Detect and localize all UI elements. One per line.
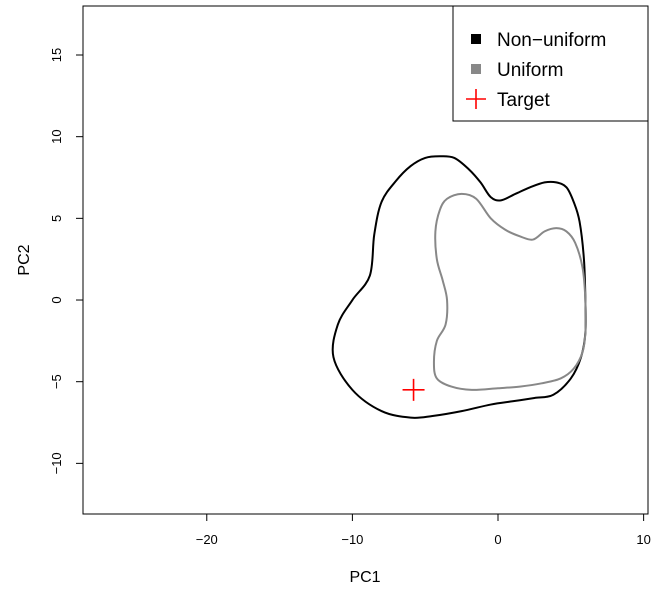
contour-non-uniform [331, 155, 587, 419]
x-tick-label: 0 [494, 532, 501, 547]
legend-label-non-uniform: Non−uniform [497, 30, 606, 51]
y-tick-label: 15 [49, 48, 64, 62]
plot-area-frame [82, 5, 649, 515]
y-tick-label: −5 [49, 374, 64, 389]
contour-uniform [432, 192, 587, 391]
legend-swatch-uniform [471, 64, 481, 74]
legend-box [452, 5, 649, 122]
series-layer [331, 155, 587, 419]
legend-swatch-target [466, 89, 486, 109]
y-tick-label: 10 [49, 129, 64, 143]
y-tick-label: −10 [49, 452, 64, 474]
x-axis-title: PC1 [349, 569, 380, 586]
legend-label-uniform: Uniform [497, 60, 564, 81]
legend: Non−uniform Uniform Target [452, 5, 649, 122]
x-tick-label: 10 [636, 532, 650, 547]
x-tick-label: −20 [196, 532, 218, 547]
x-tick-label: −10 [341, 532, 363, 547]
legend-swatch-non-uniform [471, 34, 481, 44]
y-tick-label: 0 [49, 296, 64, 303]
legend-label-target: Target [497, 90, 551, 111]
y-tick-label: 5 [49, 215, 64, 222]
y-axis-title: PC2 [16, 244, 33, 275]
y-axis: −10 −5 0 5 10 15 [49, 48, 83, 474]
x-axis: −20 −10 0 10 [196, 514, 651, 547]
target-marker [402, 378, 425, 401]
